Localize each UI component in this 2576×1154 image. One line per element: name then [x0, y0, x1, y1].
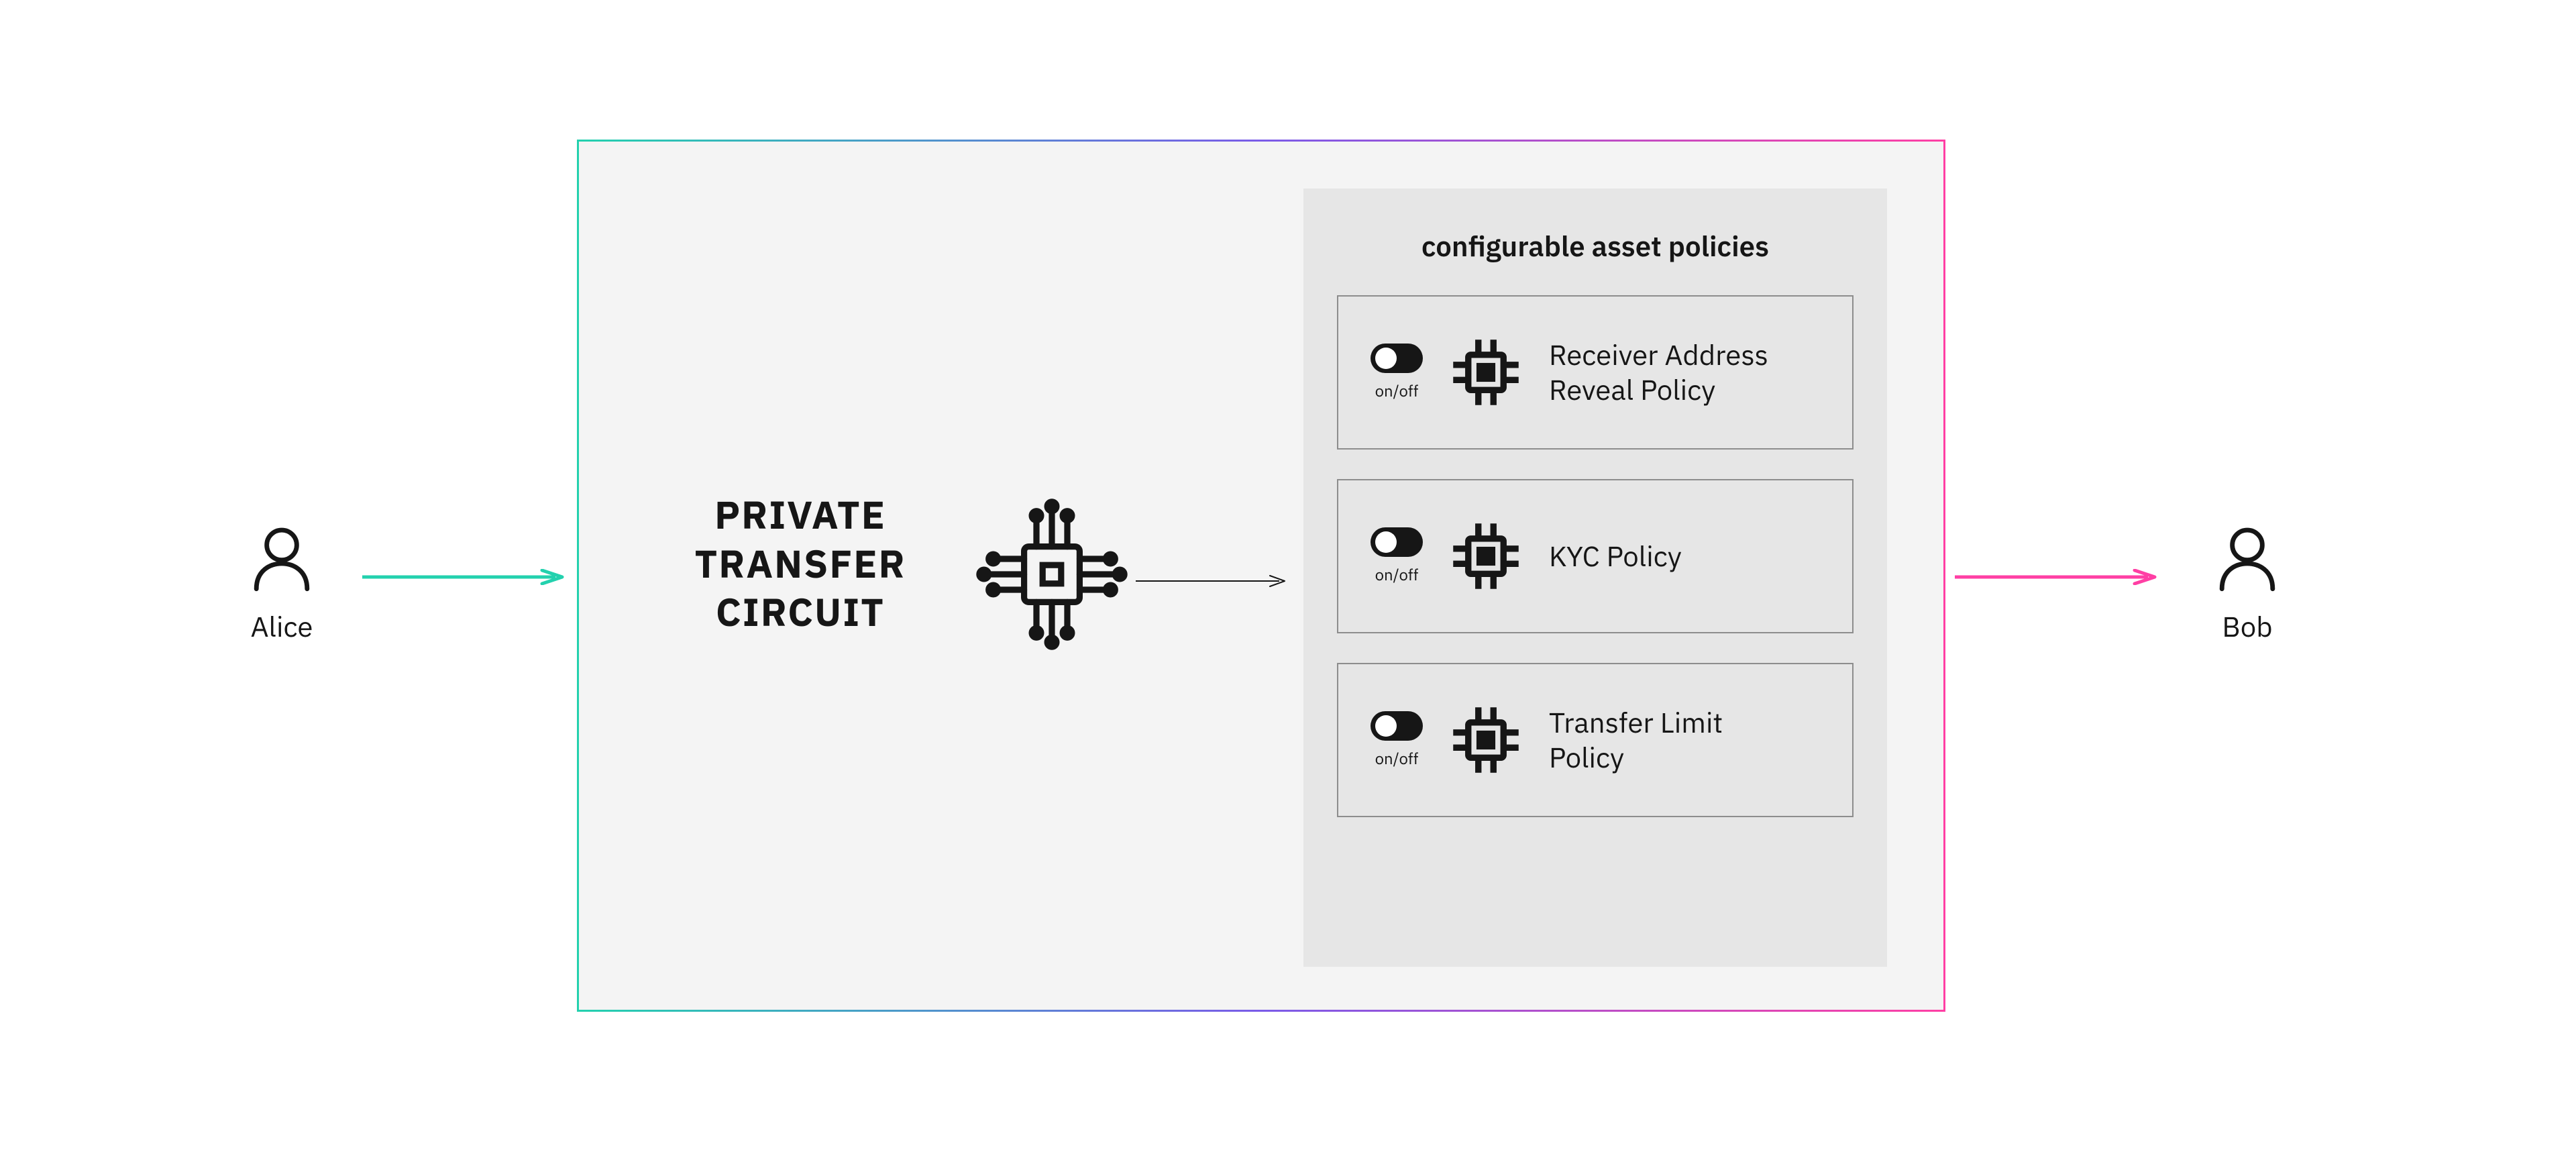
chip-small-icon — [1446, 516, 1526, 596]
toggle-label: on/off — [1375, 380, 1419, 401]
arrow-alice-to-circuit — [362, 569, 570, 585]
chip-small-icon — [1446, 700, 1526, 780]
policy-label: Receiver Address Reveal Policy — [1549, 337, 1768, 408]
toggle-label: on/off — [1375, 747, 1419, 769]
circuit-title: PRIVATE TRANSFER CIRCUIT — [646, 490, 955, 637]
policy-label: KYC Policy — [1549, 539, 1682, 574]
policy-label: Transfer Limit Policy — [1549, 705, 1723, 776]
toggle-pill-icon — [1371, 711, 1423, 741]
toggle-pill-icon — [1371, 527, 1423, 557]
policy-item: on/off Transfer Limit Policy — [1337, 663, 1854, 817]
actor-alice: Alice — [215, 522, 349, 645]
policy-toggle[interactable]: on/off — [1364, 344, 1430, 401]
policy-toggle[interactable]: on/off — [1364, 527, 1430, 585]
toggle-label: on/off — [1375, 564, 1419, 585]
circuit-panel-inner: PRIVATE TRANSFER CIRCUIT — [579, 142, 1943, 1010]
actor-alice-label: Alice — [215, 608, 349, 645]
circuit-panel: PRIVATE TRANSFER CIRCUIT — [577, 140, 1945, 1012]
policy-item: on/off KYC Policy — [1337, 479, 1854, 633]
toggle-pill-icon — [1371, 344, 1423, 373]
policies-panel: configurable asset policies on/off — [1303, 189, 1887, 967]
chip-large-icon — [975, 497, 1129, 651]
actor-bob: Bob — [2180, 522, 2314, 645]
chip-small-icon — [1446, 332, 1526, 413]
arrow-circuit-to-bob — [1955, 569, 2163, 585]
policies-title: configurable asset policies — [1337, 227, 1854, 264]
policy-item: on/off Receiver Address Reveal Policy — [1337, 295, 1854, 450]
policy-toggle[interactable]: on/off — [1364, 711, 1430, 769]
arrow-circuit-to-policies — [1136, 574, 1290, 588]
person-icon — [2210, 522, 2284, 596]
actor-bob-label: Bob — [2180, 608, 2314, 645]
person-icon — [245, 522, 319, 596]
diagram-stage: Alice PRIVATE TRANSFER CIRCUIT — [0, 0, 2576, 1154]
